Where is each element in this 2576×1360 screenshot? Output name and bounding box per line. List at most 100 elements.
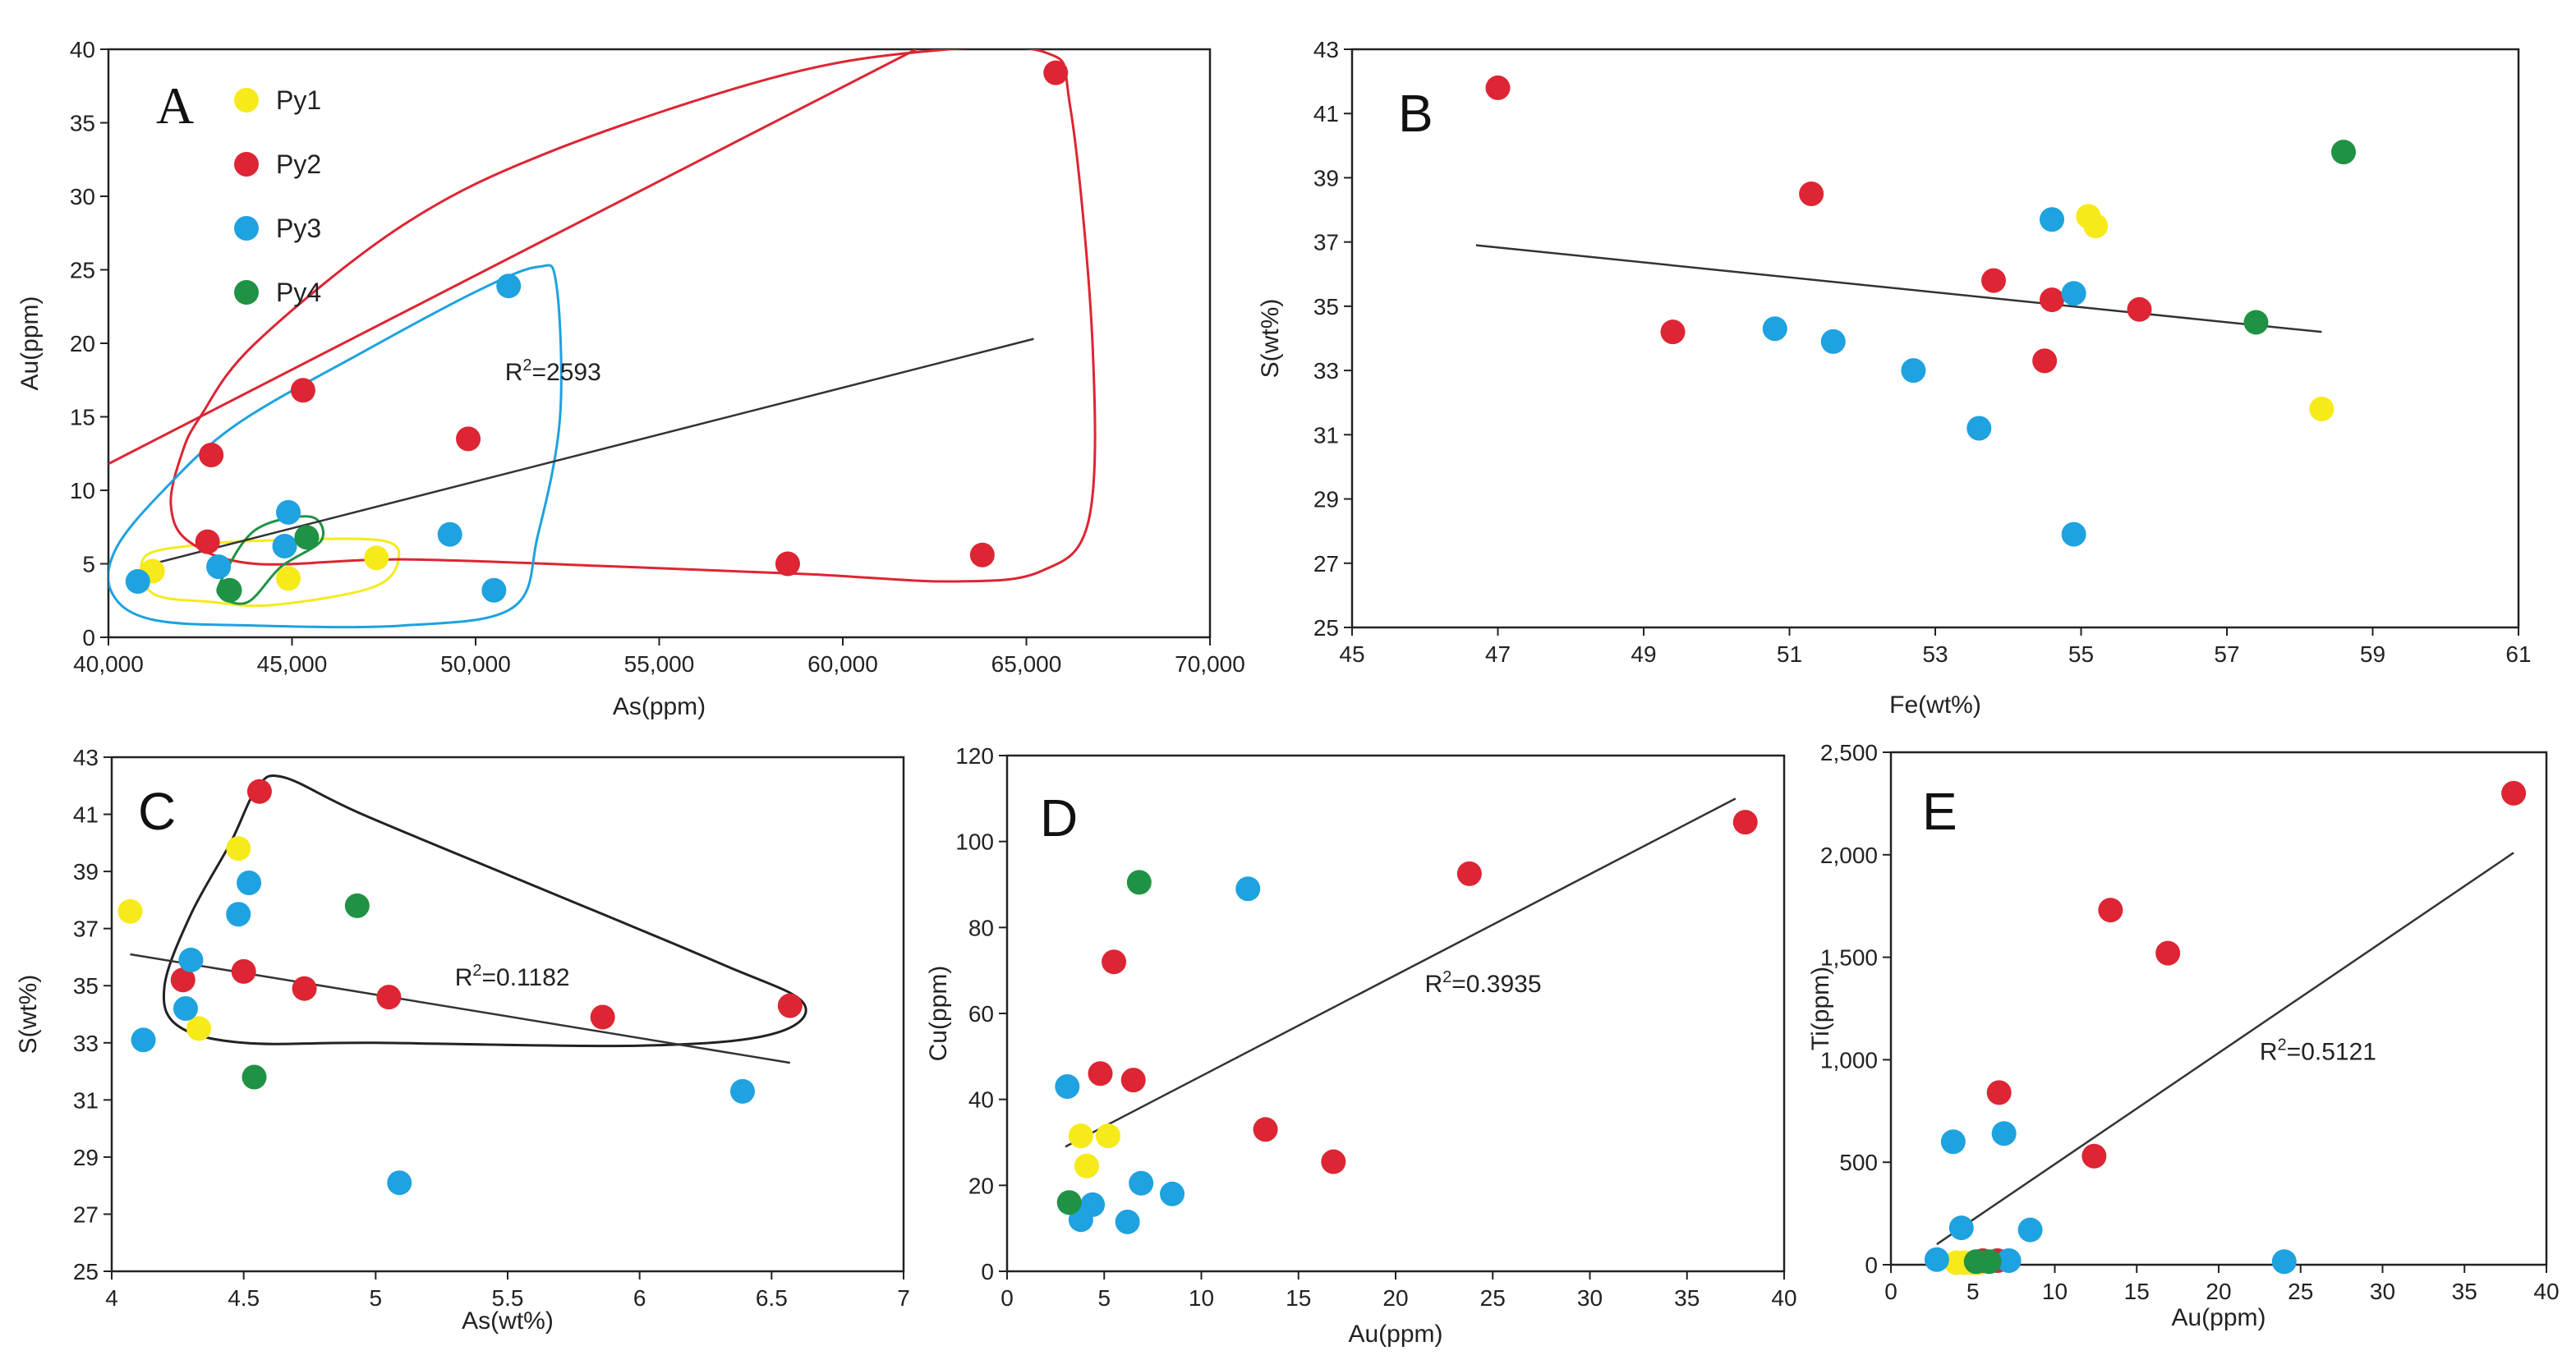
plot-area [1936,852,2514,1246]
point-py3 [437,521,462,547]
point-py3 [1991,1121,2017,1146]
point-py3 [206,554,232,580]
plot-area [1065,797,1736,1148]
legend-marker-py2 [234,152,259,177]
y-tick-label: 100 [955,829,994,855]
point-py1 [2083,214,2109,239]
legend-label: Py4 [276,278,321,307]
y-tick-label: 27 [73,1201,99,1227]
x-axis-label: Au(ppm) [1348,1321,1442,1348]
y-axis-label: Ti(ppm) [1807,967,1834,1050]
point-py3 [172,996,198,1022]
plot-frame [1350,48,2520,629]
point-py3 [2017,1217,2043,1243]
point-py4 [294,525,320,550]
x-tick-label: 40 [2533,1279,2559,1304]
y-tick-label: 10 [70,478,95,503]
point-py2 [231,958,256,984]
point-py4 [1126,870,1152,895]
y-tick-label: 1,000 [1820,1047,1878,1073]
y-tick-label: 25 [1313,615,1339,641]
legend: Py1 Py2 Py3 Py4 [234,85,321,307]
x-tick-label: 10 [1189,1285,1214,1311]
point-py3 [237,871,262,896]
point-py1 [1074,1153,1099,1179]
x-tick-label: 40 [1771,1285,1796,1311]
x-tick-label: 65,000 [991,651,1062,677]
r-squared-prefix: R [505,359,523,386]
y-tick-label: 80 [968,915,994,940]
r-squared-annotation: R2=2593 [505,356,601,386]
point-py3 [1115,1209,1140,1234]
r-squared-sup: 2 [472,962,481,980]
y-tick-label: 15 [70,405,95,430]
x-tick-label: 4 [105,1285,118,1311]
y-tick-label: 0 [1865,1252,1878,1278]
point-py4 [2331,140,2356,165]
point-py2 [1088,1061,1113,1087]
x-tick-label: 51 [1777,641,1802,667]
point-py2 [290,378,315,403]
y-axis-label: Cu(ppm) [925,966,952,1062]
legend-label: Py3 [276,214,321,243]
point-py2 [2082,1143,2107,1169]
point-py2 [969,542,995,567]
x-tick-label: 50,000 [440,651,511,677]
point-py3 [226,902,251,927]
y-tick-label: 2,500 [1820,740,1878,765]
point-py2 [1485,75,1511,100]
y-tick-label: 0 [981,1259,994,1284]
y-tick-label: 20 [70,331,95,356]
x-axis-label: As(wt%) [462,1307,554,1335]
point-py2 [1253,1117,1278,1142]
x-tick-label: 70,000 [1175,651,1245,677]
point-py2 [376,985,402,1010]
y-tick-label: 60 [968,1001,994,1027]
x-tick-label: 40,000 [73,651,144,677]
point-py3 [272,534,297,559]
point-py2 [195,529,220,554]
point-py2 [170,967,196,993]
panel-label: C [138,782,176,841]
point-py2 [1456,861,1482,886]
r-squared-value: =0.1182 [482,964,570,991]
point-py2 [775,551,800,577]
r-squared-prefix: R [455,964,473,991]
point-py1 [1095,1123,1120,1149]
point-py2 [1120,1068,1146,1093]
y-tick-label: 40 [70,37,95,62]
point-py4 [1976,1249,2002,1275]
x-tick-label: 6 [633,1285,646,1311]
point-py3 [1160,1181,1185,1206]
y-tick-label: 1,500 [1820,945,1878,971]
point-py2 [2040,287,2064,313]
x-axis-label: As(ppm) [613,693,706,720]
point-py3 [1966,416,1992,441]
panel-e: 0 5 10 15 20 25 30 35 40 0 500 1,000 1,500 2,000 2,500… [1807,740,2560,1331]
point-py3 [481,577,507,603]
y-tick-label: 35 [1313,294,1339,319]
point-py2 [2127,296,2152,322]
r-squared-prefix: R [1424,971,1442,998]
point-py2 [1732,810,1758,835]
point-py3 [1940,1129,1966,1155]
y-tick-label: 41 [1313,101,1339,126]
x-tick-label: 5.5 [492,1285,524,1311]
x-tick-label: 57 [2214,641,2239,667]
point-py3 [1996,1248,2022,1274]
plot-frame [1889,751,2548,1266]
x-tick-label: 35 [1674,1285,1700,1311]
point-py3 [125,568,150,594]
point-py2 [2032,348,2058,374]
point-py2 [1321,1149,1346,1174]
group-envelope [162,774,807,1048]
point-py3 [2061,281,2086,306]
point-py2 [2155,940,2181,966]
point-py3 [1901,358,1926,384]
point-py3 [1924,1247,1949,1272]
py2-envelope [169,49,1097,583]
legend-marker-py3 [234,216,259,241]
point-py4 [344,893,370,918]
point-py2 [456,426,481,452]
